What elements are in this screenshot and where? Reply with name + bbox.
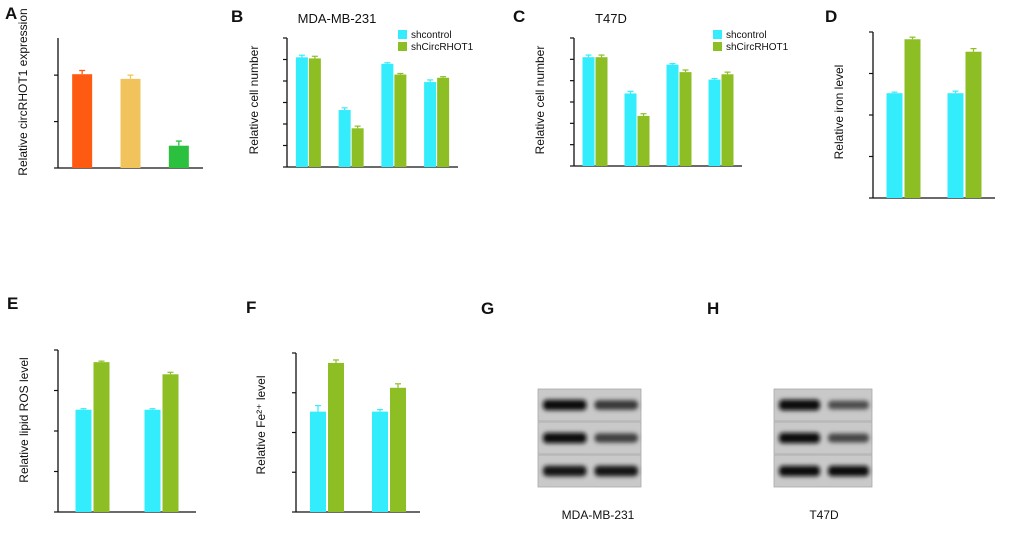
y-axis-label-a: Relative circRHOT1 expression [16,8,30,175]
panel-g: G MDA-MB-231 [481,299,642,522]
panel-label-h: H [707,299,719,318]
blot-band [594,400,638,410]
blot-h [773,388,873,488]
panel-label-g: G [481,299,494,318]
panel-h: H T47D [707,299,873,522]
plot-c [570,37,742,167]
bar-shcircrhot1-t47d [965,51,982,199]
bar-shcircrhot1-erastin-ferrostatin-1 [437,77,450,167]
panel-label-a: A [5,4,17,23]
blot-g [537,388,642,488]
bar-shcontrol-t47d [144,409,161,512]
blot-band [779,432,820,444]
legend-swatch-shcircrhot1 [398,42,407,51]
legend-swatch-shcontrol [398,30,407,39]
y-axis-label-b: Relative cell number [247,46,261,155]
bar-shcircrhot1-mda-mb-231 [93,362,110,512]
bar-shcontrol-ferrostatin-1 [381,63,394,167]
y-axis-label-d: Relative iron level [832,65,846,160]
bar-shcontrol [120,78,141,168]
legend-label-shcircrhot1: shCircRHOT1 [411,42,474,53]
blot-band [543,432,587,444]
blot-band [543,465,587,477]
blot-band [828,465,869,477]
legend-b: shcontrol shCircRHOT1 [398,30,474,53]
plot-e [54,349,196,513]
panel-label-e: E [7,294,18,313]
bar-shcontrol-mda-mb-231 [75,409,92,512]
bar-shcontrol-erastin [624,93,637,166]
bar-shcircrhot1-t47d [162,374,179,512]
panel-label-d: D [825,7,837,26]
bar-shcircrhot1-erastin [637,115,650,166]
bar-shcircrhot1-t47d [390,387,406,512]
legend-swatch-shcircrhot1 [713,42,722,51]
bar-shcontrol-dmso [582,57,595,167]
bar-shcircrhot1-dmso [308,58,321,167]
y-axis-label-e: Relative lipid ROS level [17,357,31,482]
blot-cell-line-h: T47D [809,508,839,522]
legend-label-shcontrol: shcontrol [411,30,452,41]
legend-c: shcontrol shCircRHOT1 [713,30,789,53]
bar-shcontrol-dmso [295,57,308,167]
bar-shcontrol-mda-mb-231 [310,411,326,512]
bar-shcontrol-erastin [338,110,351,167]
bar-shcontrol-mda-mb-231 [886,93,903,198]
panel-e: E Relative lipid ROS level [7,294,196,513]
panel-a: A Relative circRHOT1 expression [5,4,203,176]
bar-untreated-cell [72,74,93,168]
blot-cell-line-g: MDA-MB-231 [562,508,635,522]
legend-swatch-shcontrol [713,30,722,39]
bar-shcontrol-ferrostatin-1 [666,64,679,166]
plot-a [54,38,203,169]
bar-shcontrol-erastin-ferrostatin-1 [708,79,721,166]
bar-shcircular [168,145,189,168]
panel-label-f: F [246,298,256,317]
bar-shcircrhot1-erastin-ferrostatin-1 [721,74,734,166]
blot-band [828,433,869,443]
y-axis-label-f: Relative Fe²⁺ level [254,375,268,474]
blot-band [828,400,869,410]
bar-shcircrhot1-ferrostatin-1 [679,72,692,166]
blot-band [779,399,820,411]
panel-label-b: B [231,7,243,26]
plot-d [869,31,995,199]
blot-band [543,399,587,411]
bar-shcircrhot1-mda-mb-231 [328,362,344,512]
panel-f: F Relative Fe²⁺ level [246,298,420,513]
blot-band [594,465,638,477]
bar-shcontrol-t47d [372,411,388,512]
legend-label-shcircrhot1: shCircRHOT1 [726,42,789,53]
bar-shcircrhot1-erastin [351,128,364,167]
panel-d: D Relative iron level [825,7,995,199]
bar-shcircrhot1-dmso [595,57,608,167]
bar-shcontrol-erastin-ferrostatin-1 [424,82,437,167]
plot-b [283,37,458,168]
chart-title-b: MDA-MB-231 [298,11,377,26]
panel-b: B MDA-MB-231 Relative cell number shcont… [231,7,474,168]
panel-c: C T47D Relative cell number shcontrol sh… [513,7,789,167]
legend-label-shcontrol: shcontrol [726,30,767,41]
blot-band [594,433,638,443]
bar-shcircrhot1-ferrostatin-1 [394,74,407,167]
panel-label-c: C [513,7,525,26]
bar-shcontrol-t47d [947,93,964,198]
plot-f [292,352,420,513]
bar-shcircrhot1-mda-mb-231 [904,39,921,199]
blot-band [779,465,820,477]
chart-title-c: T47D [595,11,627,26]
y-axis-label-c: Relative cell number [533,46,547,155]
